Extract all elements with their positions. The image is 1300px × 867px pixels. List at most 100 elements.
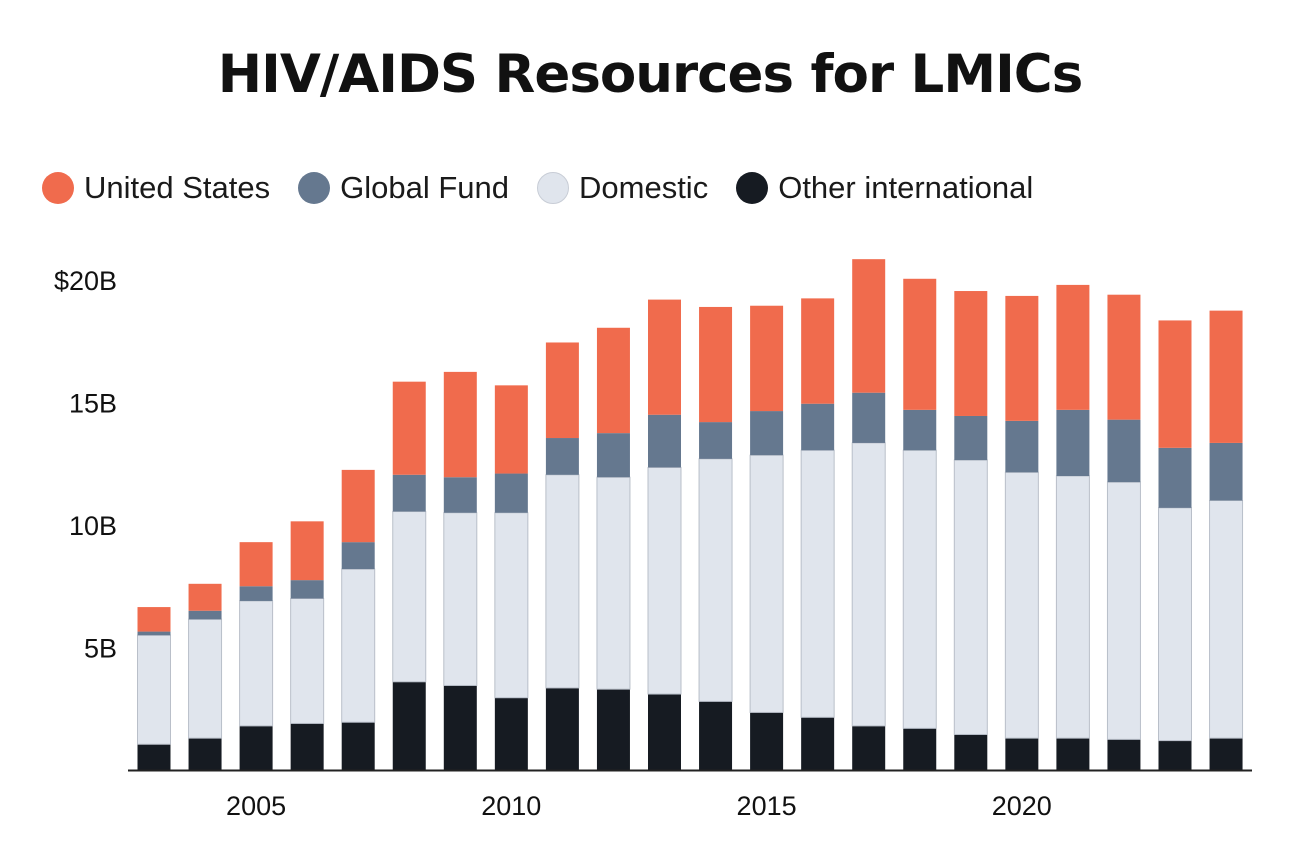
chart-title: HIV/AIDS Resources for LMICs	[217, 44, 1084, 105]
y-axis-tick-labels: 5B 10B 15B $20B	[54, 266, 117, 664]
bar-segment-other-2005	[239, 725, 273, 770]
bar-segment-domestic-2018	[902, 449, 937, 729]
bar-segment-global-fund-2014	[699, 422, 733, 459]
bar-segment-domestic-2019	[953, 459, 988, 735]
bar-segment-global-fund-2016	[801, 403, 835, 451]
bar-segment-global-fund-2005	[239, 586, 273, 601]
bar-segment-domestic-2021	[1055, 475, 1090, 739]
x-tick-label-2015: 2015	[737, 791, 797, 821]
bar-segment-other-2006	[290, 723, 324, 770]
bar-segment-other-2004	[188, 738, 222, 770]
legend-label-other-international: Other international	[778, 170, 1034, 205]
legend-item-other-international: Other international	[736, 170, 1033, 206]
bar-segment-united-states-2005	[239, 542, 273, 587]
bar-segment-domestic-2017	[851, 442, 886, 727]
bar-segment-other-2014	[699, 701, 733, 770]
bar-segment-domestic-2024	[1209, 500, 1244, 739]
bar-segment-other-2011	[545, 687, 579, 770]
bar-segment-united-states-2011	[545, 342, 579, 439]
bar-segment-global-fund-2019	[954, 415, 988, 461]
legend-label-global-fund: Global Fund	[340, 170, 509, 205]
bar-segment-united-states-2003	[137, 607, 171, 632]
bar-segment-global-fund-2013	[648, 414, 681, 468]
y-tick-label-15: 15B	[69, 389, 117, 419]
legend-item-united-states: United States	[42, 170, 270, 206]
bar-segment-united-states-2006	[290, 521, 324, 581]
bar-segment-united-states-2013	[648, 299, 681, 415]
bar-segment-domestic-2010	[494, 512, 529, 699]
bar-segment-other-2017	[852, 725, 886, 770]
bar-segment-united-states-2014	[699, 306, 733, 423]
bar-segment-global-fund-2020	[1005, 420, 1039, 473]
bar-segment-united-states-2024	[1209, 310, 1243, 443]
bar-segment-domestic-2007	[341, 568, 376, 723]
bar-segment-united-states-2017	[852, 259, 886, 393]
bar-segment-other-2013	[648, 694, 681, 770]
bar-segment-domestic-2012	[596, 476, 631, 690]
bar-segment-other-2007	[341, 722, 375, 770]
bar-segment-other-2022	[1107, 739, 1141, 771]
bar-segment-united-states-2012	[596, 327, 630, 434]
bar-segment-other-2012	[596, 689, 630, 770]
bar-segment-united-states-2015	[750, 305, 784, 412]
bar-segment-united-states-2010	[494, 385, 528, 474]
legend-swatch-other-international-icon	[736, 172, 769, 204]
bar-segment-domestic-2011	[545, 474, 580, 689]
bar-segment-other-2010	[494, 697, 528, 770]
y-tick-label-5: 5B	[84, 634, 117, 664]
bar-segment-united-states-2016	[801, 298, 835, 404]
bar-segment-other-2020	[1005, 738, 1039, 770]
bar-segment-global-fund-2023	[1158, 447, 1192, 508]
bar-segment-global-fund-2007	[341, 542, 375, 570]
bar-segment-other-2021	[1056, 738, 1090, 770]
legend-label-united-states: United States	[84, 170, 271, 205]
bar-segment-united-states-2004	[188, 583, 222, 611]
bar-segment-other-2024	[1209, 738, 1243, 770]
bar-segment-united-states-2023	[1158, 320, 1192, 448]
bar-segment-united-states-2019	[954, 291, 988, 416]
bar-segment-domestic-2004	[188, 618, 223, 739]
bar-segment-other-2008	[392, 681, 426, 770]
legend-swatch-domestic-icon	[537, 172, 569, 204]
bar-segment-global-fund-2015	[750, 411, 784, 456]
bar-segment-united-states-2007	[341, 469, 375, 543]
bar-segment-domestic-2003	[137, 634, 171, 745]
bar-segment-global-fund-2011	[545, 438, 579, 475]
bar-segment-global-fund-2006	[290, 580, 324, 599]
bar-segment-global-fund-2012	[596, 433, 630, 478]
bar-segment-other-2019	[954, 734, 988, 770]
bar-segment-united-states-2018	[903, 278, 937, 410]
chart-legend: United States Global Fund Domestic Other…	[42, 170, 1033, 206]
bar-segment-other-2009	[443, 685, 477, 770]
x-tick-label-2010: 2010	[481, 791, 541, 821]
legend-swatch-global-fund-icon	[298, 172, 331, 204]
bar-segment-global-fund-2021	[1056, 409, 1090, 476]
y-tick-label-20: $20B	[54, 266, 117, 296]
legend-swatch-united-states-icon	[42, 172, 74, 204]
bar-segment-other-2018	[903, 728, 937, 770]
bars-group	[137, 259, 1244, 771]
bar-segment-other-2003	[137, 744, 171, 770]
bar-segment-global-fund-2022	[1107, 419, 1141, 483]
bar-segment-domestic-2022	[1106, 481, 1141, 740]
bar-segment-other-2016	[801, 717, 835, 770]
bar-segment-domestic-2020	[1004, 471, 1039, 739]
bar-segment-united-states-2020	[1005, 295, 1039, 421]
bar-segment-other-2023	[1158, 740, 1192, 770]
x-axis-tick-labels: 2005 2010 2015 2020	[226, 791, 1052, 821]
bar-segment-domestic-2014	[698, 458, 733, 702]
bar-segment-other-2015	[750, 712, 784, 770]
legend-label-domestic: Domestic	[579, 170, 709, 205]
bar-segment-domestic-2015	[749, 454, 784, 713]
bar-segment-united-states-2008	[392, 381, 426, 475]
bar-segment-domestic-2008	[392, 511, 427, 683]
bar-segment-united-states-2009	[443, 371, 477, 478]
bar-segment-global-fund-2008	[392, 474, 426, 512]
bar-segment-domestic-2016	[800, 449, 835, 718]
bar-segment-united-states-2022	[1107, 294, 1141, 420]
y-tick-label-10: 10B	[69, 511, 117, 541]
bar-segment-global-fund-2024	[1209, 442, 1243, 501]
bar-segment-global-fund-2009	[443, 477, 477, 513]
legend-item-domestic: Domestic	[537, 170, 708, 206]
